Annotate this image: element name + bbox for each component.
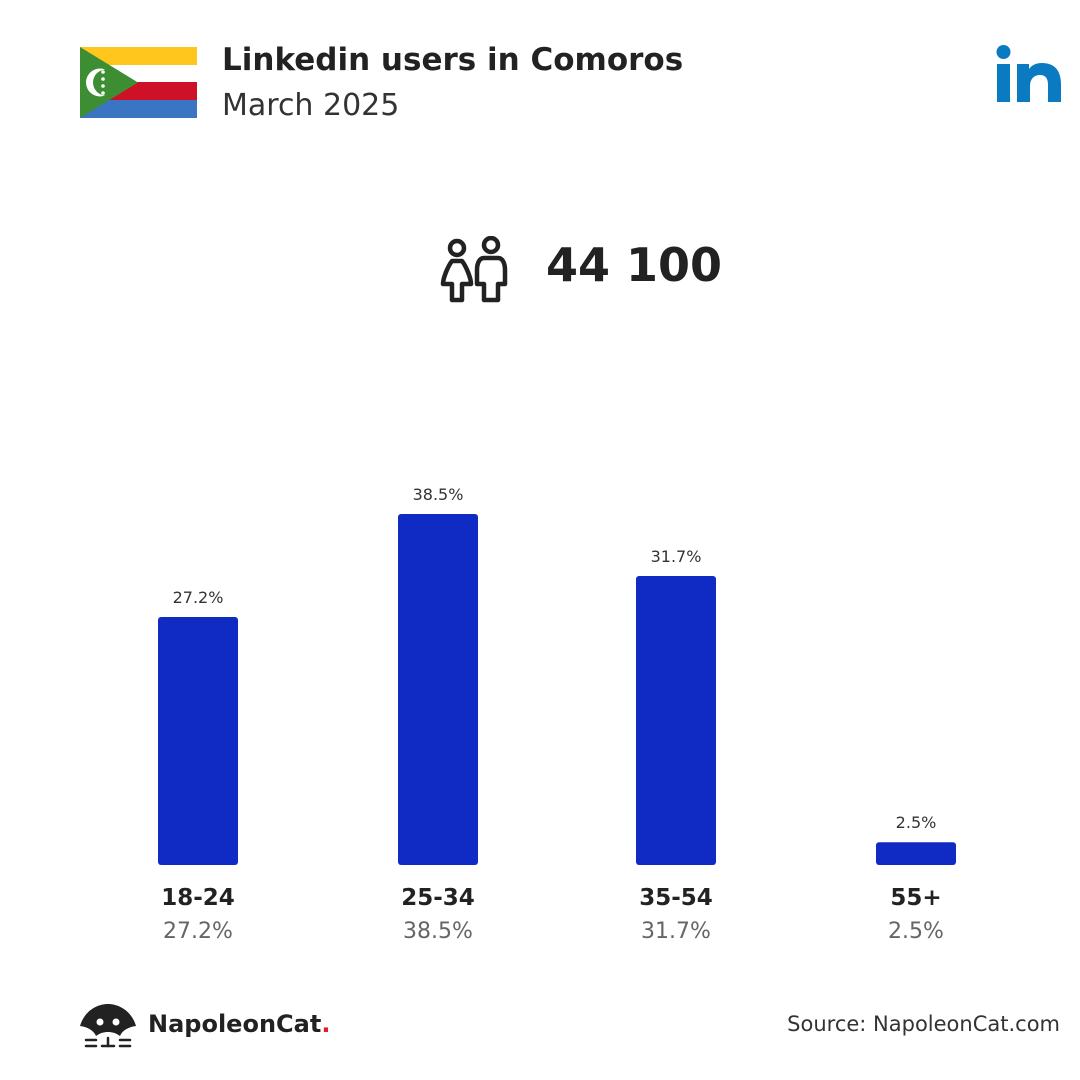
bar-55+ xyxy=(876,842,956,865)
bar-value-label: 31.7% xyxy=(651,547,702,566)
chart-title: Linkedin users in Comoros xyxy=(222,42,684,78)
age-bar-chart: 27.2% 18-24 27.2% 38.5% 25-34 38.5% 31.7% 35-54… xyxy=(158,485,956,944)
brand-name-text: NapoleonCat xyxy=(148,1010,322,1038)
flag-stripe-yellow xyxy=(80,47,197,65)
category-percent-label: 31.7% xyxy=(641,919,711,944)
flag-stripe-blue xyxy=(80,100,197,118)
category-label: 25-34 xyxy=(401,885,475,911)
linkedin-logo-icon xyxy=(996,45,1061,102)
bar-value-label: 38.5% xyxy=(413,485,464,504)
category-percent-label: 2.5% xyxy=(888,919,944,944)
category-label: 18-24 xyxy=(161,885,235,911)
brand-dot: . xyxy=(321,1010,331,1038)
bar-25-34 xyxy=(398,514,478,865)
category-label: 55+ xyxy=(890,885,941,911)
napoleoncat-logo-icon xyxy=(80,1004,136,1048)
bar-35-54 xyxy=(636,575,716,865)
category-percent-label: 27.2% xyxy=(163,919,233,944)
brand-name: NapoleonCat. xyxy=(148,1010,330,1038)
category-percent-label: 38.5% xyxy=(403,919,473,944)
labels-layer: 27.2% 18-24 27.2% 38.5% 25-34 38.5% 31.7% 35-54… xyxy=(161,485,944,944)
users-icon xyxy=(440,236,508,303)
flag-stars xyxy=(101,70,105,95)
bars-layer xyxy=(158,514,956,865)
category-label: 35-54 xyxy=(639,885,713,911)
comoros-flag-icon xyxy=(80,47,197,118)
source-credit: Source: NapoleonCat.com xyxy=(787,1012,1060,1036)
bar-value-label: 2.5% xyxy=(896,813,937,832)
total-users-value: 44 100 xyxy=(546,238,723,292)
chart-subtitle: March 2025 xyxy=(222,88,400,123)
bar-value-label: 27.2% xyxy=(173,588,224,607)
bar-18-24 xyxy=(158,617,238,865)
